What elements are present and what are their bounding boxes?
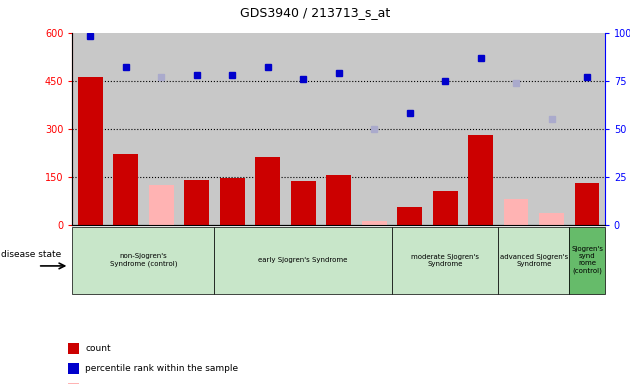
Text: GDS3940 / 213713_s_at: GDS3940 / 213713_s_at bbox=[240, 6, 390, 19]
Bar bbox=[433, 191, 457, 225]
Text: Sjogren's
synd
rome
(control): Sjogren's synd rome (control) bbox=[571, 247, 603, 274]
Bar bbox=[184, 180, 209, 225]
Text: early Sjogren's Syndrome: early Sjogren's Syndrome bbox=[258, 257, 348, 263]
Bar bbox=[255, 157, 280, 225]
Text: disease state: disease state bbox=[1, 250, 62, 259]
Bar bbox=[397, 207, 422, 225]
Bar bbox=[468, 135, 493, 225]
Bar bbox=[220, 178, 244, 225]
Text: percentile rank within the sample: percentile rank within the sample bbox=[85, 364, 238, 373]
Text: moderate Sjogren's
Syndrome: moderate Sjogren's Syndrome bbox=[411, 254, 479, 266]
Bar bbox=[326, 175, 351, 225]
Text: advanced Sjogren's
Syndrome: advanced Sjogren's Syndrome bbox=[500, 254, 568, 266]
Bar bbox=[575, 183, 600, 225]
Bar bbox=[77, 78, 103, 225]
Bar bbox=[113, 154, 138, 225]
Bar bbox=[503, 199, 529, 225]
Bar bbox=[149, 185, 174, 225]
Text: non-Sjogren's
Syndrome (control): non-Sjogren's Syndrome (control) bbox=[110, 253, 177, 267]
Text: count: count bbox=[85, 344, 111, 353]
Bar bbox=[539, 214, 564, 225]
Bar bbox=[362, 222, 387, 225]
Bar bbox=[290, 182, 316, 225]
